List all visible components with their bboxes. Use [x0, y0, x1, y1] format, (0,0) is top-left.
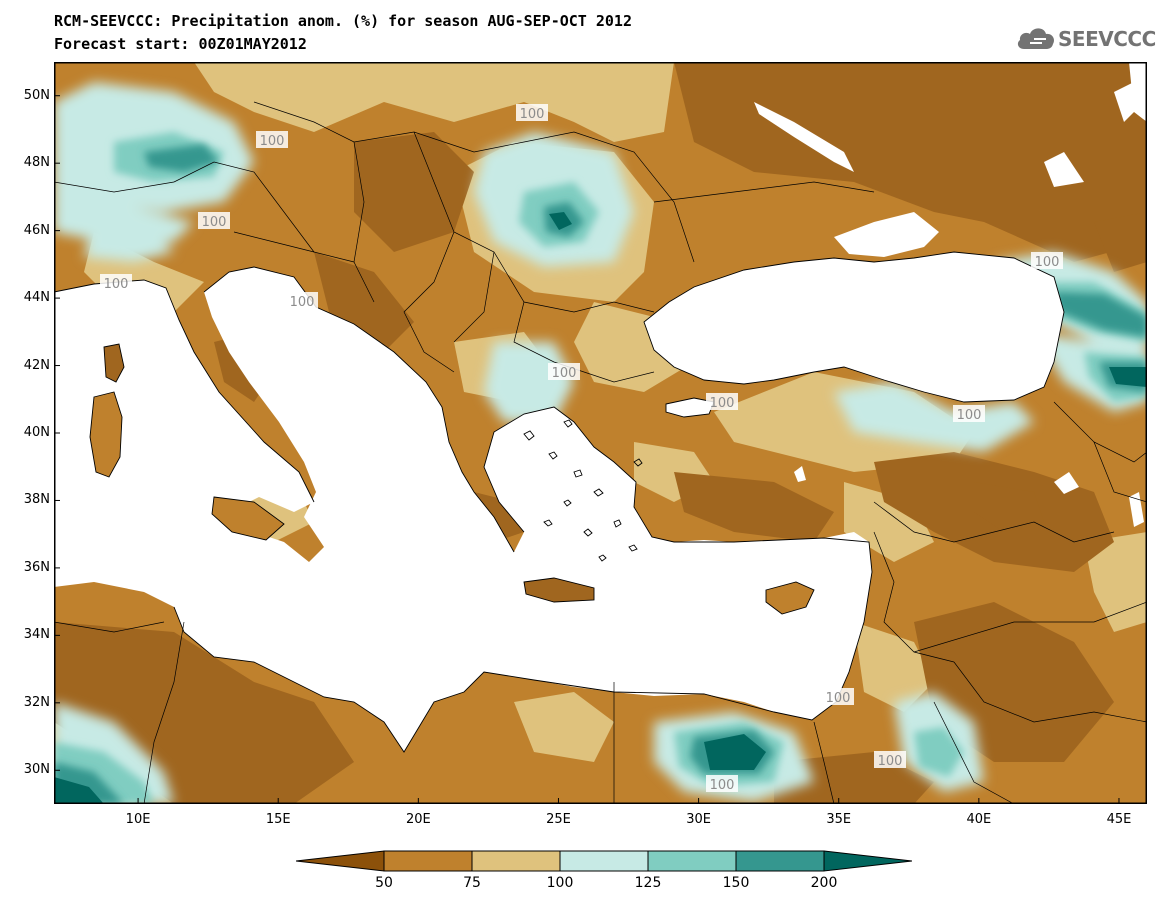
latitude-label: 48N	[23, 155, 50, 171]
contour-label-100: 100	[710, 396, 735, 411]
latitude-label: 30N	[23, 762, 50, 778]
latitude-label: 38N	[23, 492, 50, 508]
longitude-label: 15E	[265, 812, 291, 827]
legend-swatch-below	[296, 850, 385, 872]
legend-swatch	[559, 850, 649, 872]
contour-label-100: 100	[104, 277, 129, 292]
legend-label: 100	[546, 875, 574, 891]
logo-text: SEEVCCC	[1058, 27, 1156, 51]
country-borders	[54, 101, 1147, 804]
precipitation-anomaly-map: 100 100 100 100 100 100 100 100 100 100 …	[54, 62, 1147, 804]
latitude-label: 50N	[23, 87, 50, 103]
longitude-label: 35E	[826, 812, 852, 827]
legend-swatch	[647, 850, 737, 872]
legend-label: 50	[375, 875, 393, 891]
longitude-label: 45E	[1106, 812, 1132, 827]
legend-label: 200	[810, 875, 838, 891]
axis-ticks	[54, 95, 1120, 804]
legend-label: 75	[463, 875, 481, 891]
latitude-label: 32N	[23, 694, 50, 710]
legend-swatch	[735, 850, 825, 872]
contour-label-100: 100	[290, 295, 315, 310]
legend-swatch	[471, 850, 561, 872]
longitude-label: 40E	[966, 812, 992, 827]
longitude-label: 10E	[125, 812, 151, 827]
latitude-label: 46N	[23, 222, 50, 238]
longitude-label: 25E	[546, 812, 571, 827]
contour-labels: 100 100 100 100 100 100 100 100 100 100 …	[100, 104, 1063, 793]
map-title: RCM-SEEVCCC: Precipitation anom. (%) for…	[54, 12, 632, 30]
latitude-label: 44N	[23, 290, 50, 306]
legend-swatch-above	[823, 850, 912, 872]
contour-label-100: 100	[710, 778, 735, 793]
latitude-label: 42N	[23, 357, 50, 373]
contour-label-100: 100	[878, 754, 903, 769]
contour-label-100: 100	[957, 408, 982, 423]
colorbar-legend	[296, 850, 912, 872]
contour-label-100: 100	[1035, 255, 1060, 270]
contour-label-100: 100	[826, 691, 851, 706]
contour-label-100: 100	[202, 215, 227, 230]
legend-label: 150	[722, 875, 750, 891]
seas	[54, 62, 1147, 752]
contour-label-100: 100	[520, 107, 545, 122]
forecast-start-subtitle: Forecast start: 00Z01MAY2012	[54, 35, 307, 53]
latitude-label: 36N	[23, 559, 50, 575]
cloud-icon	[1017, 28, 1055, 49]
contour-label-100: 100	[552, 366, 577, 381]
latitude-label: 40N	[23, 425, 50, 440]
wet-anomalies	[54, 82, 1147, 804]
legend-label: 125	[634, 875, 662, 891]
longitude-label: 20E	[405, 812, 431, 827]
seevccc-logo: SEEVCCC	[1016, 21, 1156, 57]
legend-swatch	[383, 850, 473, 872]
latitude-label: 34N	[23, 627, 50, 643]
contour-label-100: 100	[260, 134, 285, 149]
longitude-label: 30E	[686, 812, 711, 827]
